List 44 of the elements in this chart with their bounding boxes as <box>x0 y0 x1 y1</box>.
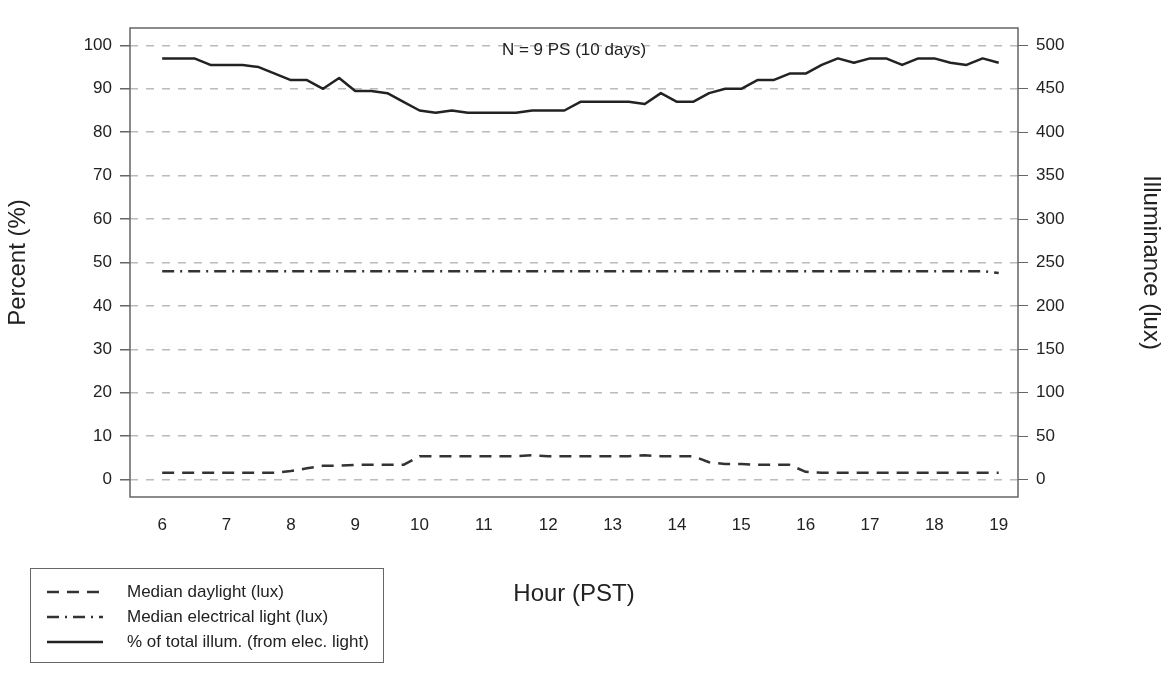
y2-tick-label: 50 <box>1036 425 1055 445</box>
x-tick-label: 12 <box>538 514 558 534</box>
x-tick-label: 17 <box>860 514 880 534</box>
x-tick-label: 8 <box>286 514 296 534</box>
x-tick-label: 9 <box>350 514 360 534</box>
x-tick-label: 14 <box>667 514 687 534</box>
x-tick-label: 13 <box>603 514 623 534</box>
y2-tick-label: 450 <box>1036 78 1065 98</box>
x-tick-label: 11 <box>475 514 493 534</box>
x-axis-title: Hour (PST) <box>513 579 635 607</box>
y2-tick-label: 300 <box>1036 208 1065 228</box>
y-tick-label: 40 <box>93 295 112 315</box>
y2-tick-label: 150 <box>1036 339 1065 359</box>
legend-label: Median electrical light (lux) <box>127 606 329 628</box>
y2-axis-title: Illuminance (lux) <box>1138 175 1166 350</box>
y2-tick-label: 500 <box>1036 35 1065 55</box>
y-tick-label: 50 <box>93 252 112 272</box>
x-tick-label: 6 <box>157 514 167 534</box>
y2-tick-label: 100 <box>1036 382 1065 402</box>
x-tick-label: 10 <box>410 514 430 534</box>
x-tick-label: 7 <box>221 514 232 534</box>
y-tick-label: 20 <box>93 382 112 402</box>
y-tick-label: 60 <box>93 208 112 228</box>
y-tick-label: 10 <box>93 425 112 445</box>
y2-tick-label: 250 <box>1036 252 1065 272</box>
y-tick-label: 100 <box>83 35 112 55</box>
line-series <box>160 454 1000 474</box>
x-tick-label: 19 <box>989 514 1009 534</box>
y-tick-label: 80 <box>93 121 112 141</box>
x-tick-label: 18 <box>924 514 944 534</box>
y-axis-title: Percent (%) <box>3 199 31 326</box>
y2-tick-label: 400 <box>1036 121 1065 141</box>
x-tick-label: 15 <box>731 514 751 534</box>
y-tick-label: 0 <box>102 469 112 489</box>
annotation: N = 9 PS (10 days) <box>501 39 647 59</box>
y-tick-label: 70 <box>93 165 112 185</box>
y-tick-label: 90 <box>93 78 112 98</box>
x-tick-label: 16 <box>796 514 816 534</box>
y2-tick-label: 0 <box>1036 469 1046 489</box>
y-tick-label: 30 <box>93 339 112 359</box>
y2-tick-label: 350 <box>1036 165 1065 185</box>
legend-label: % of total illum. (from elec. light) <box>127 631 369 653</box>
y2-tick-label: 200 <box>1036 295 1065 315</box>
legend-label: Median daylight (lux) <box>127 581 284 603</box>
